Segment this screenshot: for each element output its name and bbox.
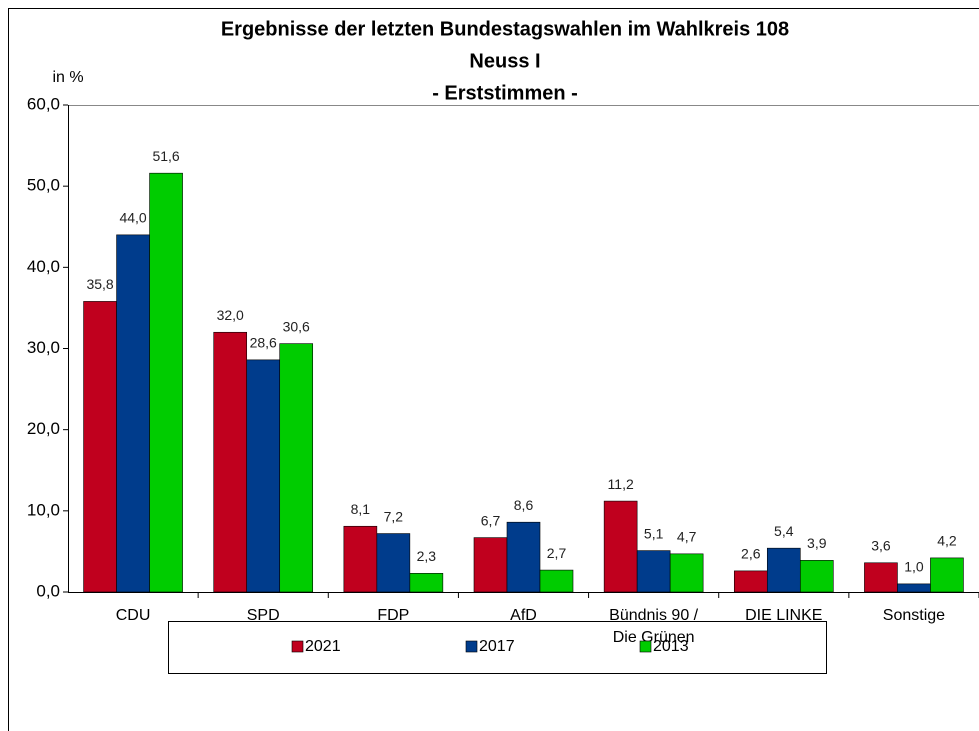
x-tick-label: DIE LINKE	[745, 607, 822, 624]
value-label: 8,1	[351, 501, 371, 517]
bar	[636, 550, 671, 593]
value-label: 8,6	[514, 497, 534, 513]
bar	[539, 569, 574, 593]
x-tick-label: Sonstige	[883, 607, 945, 624]
value-label: 7,2	[384, 508, 404, 524]
y-tick-label: 20,0	[27, 419, 60, 438]
value-label: 30,6	[283, 318, 310, 334]
bar	[864, 562, 898, 593]
value-label: 5,4	[774, 523, 794, 539]
value-label: 2,3	[417, 548, 437, 564]
x-tick-label: CDU	[116, 607, 151, 624]
legend-swatch	[639, 640, 652, 653]
bar	[766, 547, 801, 593]
bar	[213, 331, 248, 593]
bar	[409, 573, 444, 593]
y-tick-label: 40,0	[27, 257, 60, 276]
bar	[116, 234, 150, 593]
y-tick-label: 0,0	[36, 581, 60, 600]
bar	[473, 537, 508, 593]
bar	[376, 533, 411, 593]
legend-swatch	[291, 640, 304, 653]
legend-swatch	[465, 640, 478, 653]
value-label: 6,7	[481, 512, 501, 528]
value-label: 3,9	[807, 535, 827, 551]
value-label: 2,6	[741, 546, 761, 562]
legend-box	[168, 621, 827, 674]
x-tick-label: SPD	[247, 607, 280, 624]
legend-label: 2021	[305, 638, 341, 655]
bar	[930, 557, 964, 593]
bar	[83, 301, 117, 593]
value-label: 2,7	[547, 545, 567, 561]
y-tick-label: 50,0	[27, 176, 60, 195]
legend-label: 2017	[479, 638, 515, 655]
value-label: 51,6	[152, 148, 179, 164]
value-label: 11,2	[608, 476, 634, 492]
value-label: 3,6	[871, 537, 891, 553]
value-label: 28,6	[250, 335, 277, 351]
value-label: 32,0	[217, 307, 244, 323]
bar	[669, 553, 704, 593]
y-tick-label: 10,0	[27, 500, 60, 519]
value-label: 35,8	[86, 276, 113, 292]
y-tick-label: 30,0	[27, 338, 60, 357]
legend-label: 2013	[653, 638, 689, 655]
bar	[506, 521, 541, 593]
y-tick-label: 60,0	[27, 94, 60, 113]
x-tick-label: FDP	[377, 607, 409, 624]
bar	[279, 343, 314, 593]
bar	[246, 359, 281, 593]
chart-subtitle: - Erststimmen -	[432, 82, 578, 104]
value-label: 4,7	[677, 529, 697, 545]
bar	[897, 583, 931, 593]
bar	[733, 570, 768, 593]
x-tick-label: AfD	[510, 607, 537, 624]
bar	[799, 560, 834, 593]
bar	[149, 172, 183, 593]
value-label: 44,0	[119, 210, 146, 226]
y-axis-label: in %	[52, 69, 83, 86]
chart-title: Ergebnisse der letzten Bundestagswahlen …	[221, 18, 789, 40]
chart-subtitle: Neuss I	[469, 50, 540, 72]
bar	[343, 525, 378, 593]
bar	[603, 500, 638, 593]
value-label: 1,0	[904, 559, 924, 575]
x-tick-label: Bündnis 90 /Die Grünen	[609, 607, 699, 646]
value-label: 5,1	[644, 525, 664, 541]
value-label: 4,2	[937, 533, 957, 549]
